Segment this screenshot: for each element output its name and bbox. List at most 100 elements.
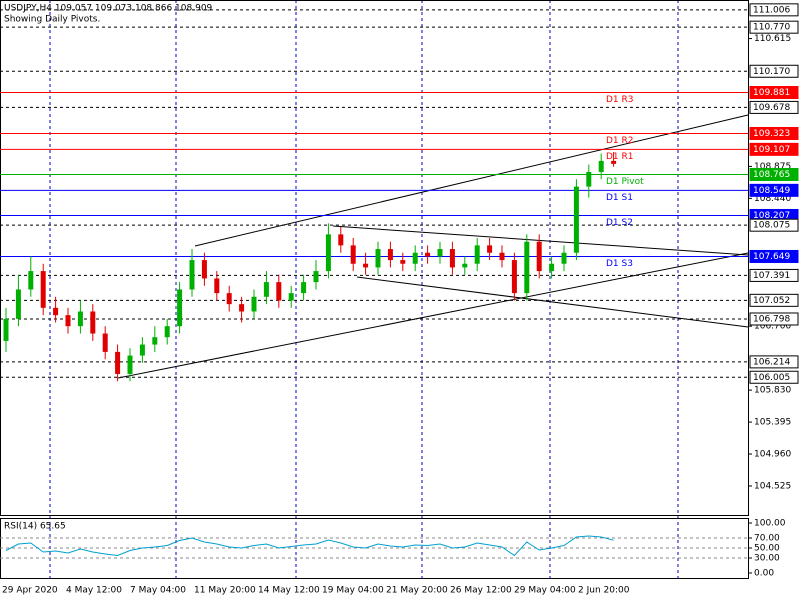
candle-body (387, 249, 393, 261)
x-tick-label: 29 May 04:00 (514, 586, 576, 596)
candle-body (53, 307, 59, 316)
candle-body (164, 326, 170, 338)
candle-body (189, 260, 195, 290)
candle-body (400, 260, 406, 264)
level-label: 109.323 (753, 129, 790, 139)
candle-body (598, 160, 604, 172)
candle-body (276, 282, 282, 301)
level-label-box (749, 126, 799, 140)
x-tick-label: 7 May 04:00 (130, 586, 186, 596)
y-tick-label: 105.395 (754, 418, 791, 428)
x-tick-label: 19 May 04:00 (322, 586, 384, 596)
candle-body (425, 252, 431, 257)
y-tick-label: 104.525 (754, 481, 791, 491)
candle-body (524, 241, 530, 294)
candle-body (573, 186, 579, 253)
level-label-box (749, 355, 799, 369)
candle-body (301, 282, 307, 294)
rsi-tick-label: 100.00 (754, 519, 786, 529)
level-label-box (749, 20, 799, 34)
candle-body (139, 344, 145, 356)
y-tick-label: 105.830 (754, 386, 791, 396)
level-label-box (749, 249, 799, 263)
rsi-tick-label: 0.00 (754, 569, 774, 579)
level-label-box (749, 3, 799, 17)
level-label-box (749, 218, 799, 232)
level-label: 110.170 (753, 67, 790, 77)
level-label: 106.798 (753, 314, 790, 324)
candle-body (40, 271, 46, 308)
x-tick-label: 29 Apr 2020 (2, 586, 58, 596)
pivot-label: D1 S3 (606, 259, 633, 269)
level-label-box (749, 167, 799, 181)
rsi-tick-label: 70.00 (754, 534, 780, 544)
level-label: 109.107 (753, 145, 790, 155)
rsi-title: RSI(14) 65.65 (4, 522, 66, 532)
level-label: 111.006 (753, 5, 790, 15)
candle-body (152, 337, 158, 345)
x-tick-label: 21 May 20:00 (386, 586, 448, 596)
pivot-label: D1 R1 (606, 152, 634, 162)
y-tick-label: 104.960 (754, 450, 791, 460)
candle-body (288, 293, 294, 301)
candle-body (474, 245, 480, 264)
y-tick-label: 108.875 (754, 162, 791, 172)
candle-body (325, 234, 331, 272)
level-label: 109.678 (753, 103, 790, 113)
level-label-box (749, 85, 799, 99)
y-tick-label: 108.440 (754, 194, 791, 204)
candle-body (350, 245, 356, 264)
level-label-box (749, 268, 799, 282)
x-tick-label: 11 May 20:00 (194, 586, 256, 596)
level-label-box (749, 100, 799, 114)
candle-body (65, 315, 71, 327)
candle-body (437, 249, 443, 257)
level-label: 106.005 (753, 373, 790, 383)
level-label-box (749, 312, 799, 326)
time-grid (49, 0, 679, 578)
candle-body (313, 271, 319, 283)
level-label-box (749, 64, 799, 78)
rsi-line (5, 535, 614, 557)
chart-title: USDJPY,H4 109.057 109.073 108.866 108.90… (4, 4, 213, 14)
candle-body (90, 311, 96, 334)
level-label: 110.770 (753, 23, 790, 33)
level-label: 109.881 (753, 88, 790, 98)
rsi-tick-label: 50.00 (754, 544, 780, 554)
candle-body (214, 278, 220, 294)
candle-body (363, 263, 369, 268)
pivot-label: D1 S1 (606, 193, 633, 203)
level-label-box (749, 183, 799, 197)
candle-body (586, 171, 592, 187)
candle-body (462, 263, 468, 268)
candle-body (102, 333, 108, 352)
level-label: 107.391 (753, 271, 790, 281)
candle-body (412, 252, 418, 264)
x-tick-label: 2 Jun 20:00 (578, 586, 630, 596)
x-tick-label: 26 May 12:00 (450, 586, 512, 596)
level-label-box (749, 142, 799, 156)
candle-body (15, 289, 21, 319)
candle-body (263, 282, 269, 297)
candle-body (177, 289, 183, 327)
candle-body (561, 252, 567, 264)
x-tick-label: 14 May 12:00 (258, 586, 320, 596)
level-label-box (749, 293, 799, 307)
level-label: 108.765 (753, 170, 790, 180)
candle-body (127, 355, 133, 374)
candle-body (251, 296, 257, 312)
price-frame (0, 0, 749, 516)
pivot-label: D1 Pivot (606, 177, 644, 187)
level-label: 106.214 (753, 357, 790, 367)
candle-body (115, 351, 121, 374)
level-label: 107.649 (753, 252, 790, 262)
level-label: 107.052 (753, 296, 790, 306)
candle-body (449, 249, 455, 268)
x-tick-label: 4 May 12:00 (66, 586, 122, 596)
y-tick-label: 106.700 (754, 322, 791, 332)
level-label: 108.075 (753, 221, 790, 231)
candle-body (536, 241, 542, 272)
candle-body (511, 260, 517, 294)
